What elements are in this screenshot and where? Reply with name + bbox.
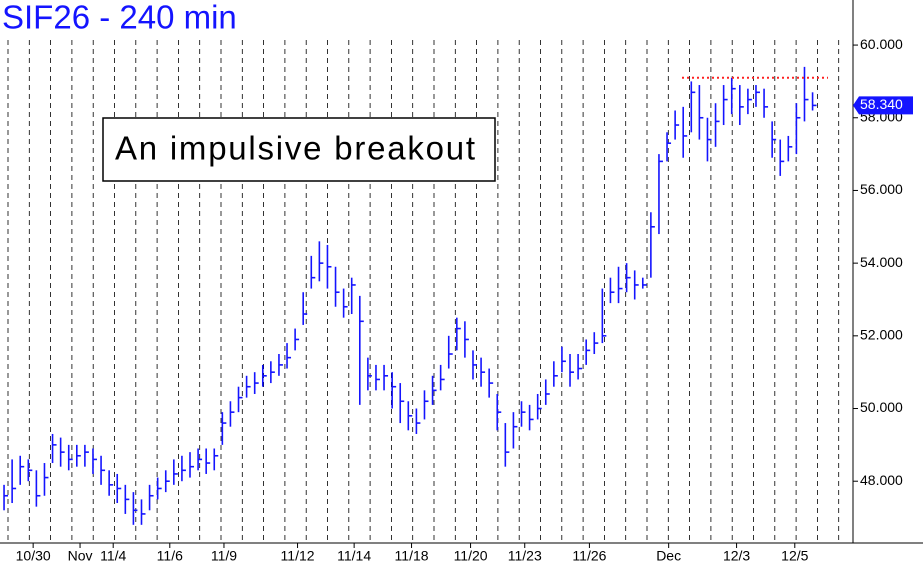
chart-title: SIF26 - 240 min: [2, 0, 237, 36]
x-tick-label: 11/14: [337, 548, 371, 564]
annotation-box: [102, 117, 496, 182]
y-tick-label: 52.000: [860, 327, 903, 343]
x-tick-label: 12/5: [781, 548, 808, 564]
x-tick-label: 11/23: [508, 548, 542, 564]
y-tick-label: 48.000: [860, 472, 903, 488]
x-tick-label: Nov: [68, 548, 93, 564]
x-tick-label: 11/18: [395, 548, 429, 564]
y-tick-label: 54.000: [860, 254, 903, 270]
last-price-box: [853, 96, 913, 115]
last-price-label: 58.340: [860, 96, 903, 112]
x-tick-label: 10/30: [16, 548, 51, 564]
x-tick-label: 11/4: [100, 548, 126, 564]
x-tick-label: 12/3: [723, 548, 750, 564]
x-tick-label: 11/20: [454, 548, 488, 564]
x-tick-label: 11/9: [211, 548, 237, 564]
y-tick-label: 60.000: [860, 36, 903, 52]
x-tick-label: 11/6: [157, 548, 183, 564]
x-tick-label: 11/26: [572, 548, 606, 564]
y-tick-label: 50.000: [860, 399, 903, 415]
y-tick-label: 56.000: [860, 181, 903, 197]
x-tick-label: Dec: [656, 548, 681, 564]
annotation: An impulsive breakout: [115, 130, 475, 167]
x-tick-label: 11/12: [281, 548, 315, 564]
